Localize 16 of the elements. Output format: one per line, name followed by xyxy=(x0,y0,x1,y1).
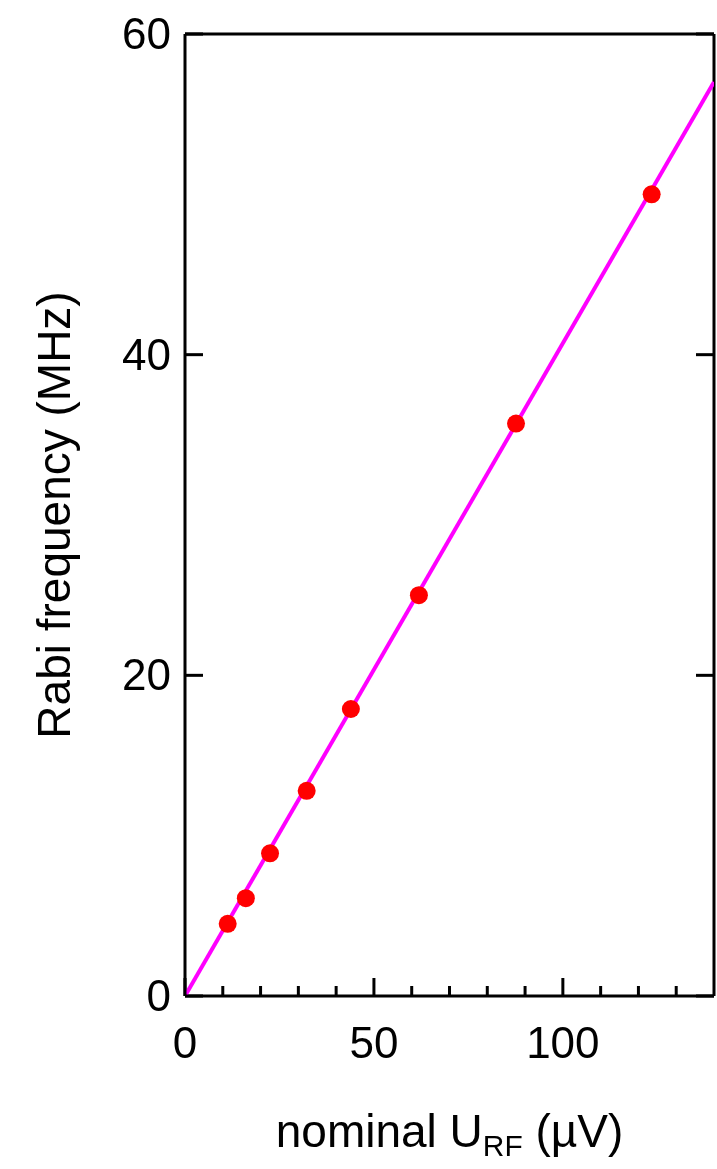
y-tick-label: 0 xyxy=(146,971,171,1020)
point xyxy=(642,185,661,204)
x-axis-title: nominal U$_{RF}$ (µV) xyxy=(275,1105,624,1162)
y-tick-label: 60 xyxy=(122,9,171,58)
point xyxy=(341,700,360,718)
point xyxy=(218,914,237,933)
y-tick-label: 40 xyxy=(122,329,171,379)
point xyxy=(297,781,316,800)
point xyxy=(261,844,280,863)
point xyxy=(507,414,525,433)
point xyxy=(236,889,255,908)
x-tick-label: 100 xyxy=(526,1018,600,1067)
y-tick-label: 20 xyxy=(122,650,171,700)
point xyxy=(409,586,428,605)
y-axis-title: Rabi frequency (MHz) xyxy=(28,291,80,739)
x-tick-label: 50 xyxy=(349,1018,399,1067)
